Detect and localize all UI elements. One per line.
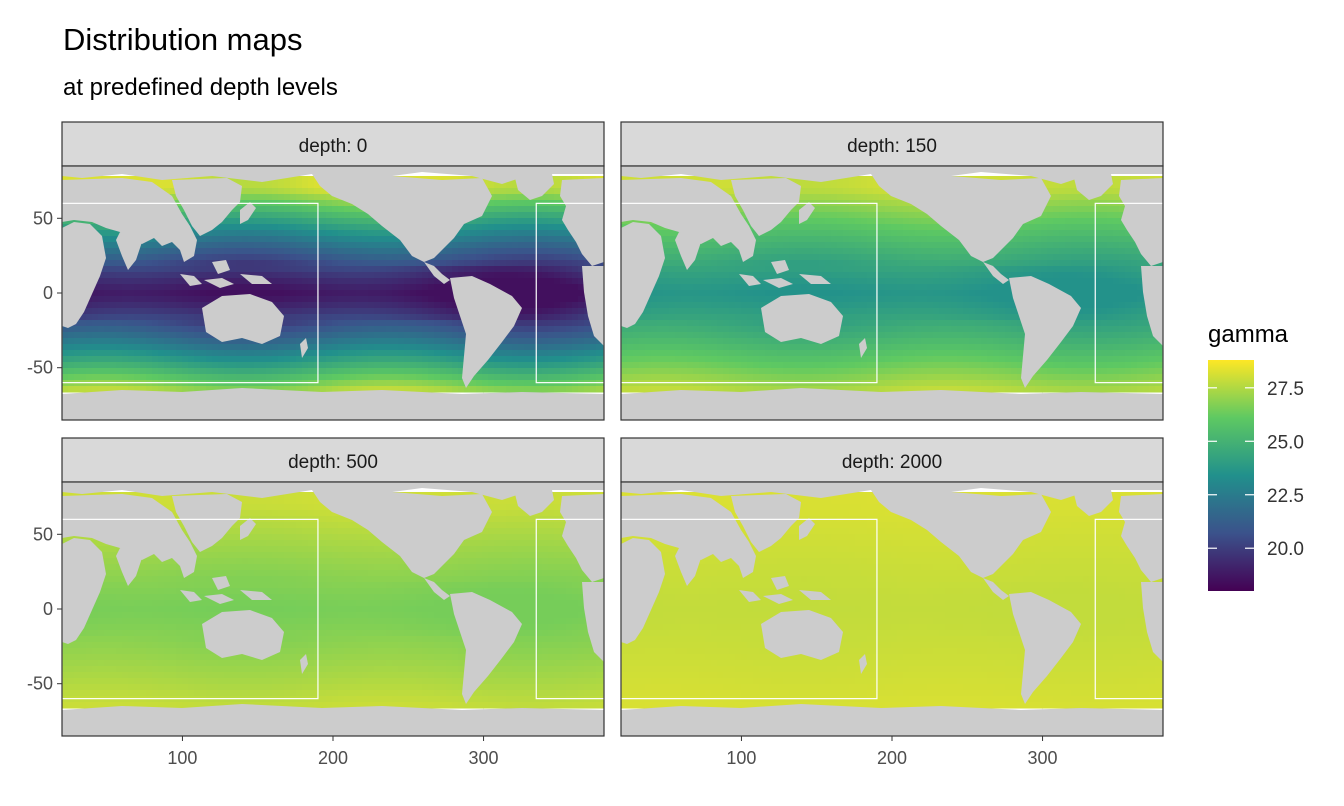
x-tick-label: 200 xyxy=(877,748,907,768)
facet-strip-label: depth: 150 xyxy=(847,136,937,157)
map-panel xyxy=(620,165,1164,421)
legend-tick-label: 22.5 xyxy=(1267,486,1304,507)
legend-tick-label: 25.0 xyxy=(1267,432,1304,453)
map-panel xyxy=(620,481,1164,737)
facet-panel-150: depth: 150 xyxy=(620,121,1164,421)
x-tick-label: 300 xyxy=(1028,748,1058,768)
facet-panel-2000: depth: 2000 100 200 300 xyxy=(620,437,1164,768)
facet-strip xyxy=(61,437,605,483)
facet-strip-label: depth: 0 xyxy=(299,136,368,157)
x-tick-label: 200 xyxy=(318,748,348,768)
facet-strip xyxy=(620,121,1164,167)
x-tick-label: 100 xyxy=(726,748,756,768)
y-tick-label: -50 xyxy=(27,674,53,694)
y-tick-label: 0 xyxy=(43,599,53,619)
facet-strip xyxy=(620,437,1164,483)
legend-tick-label: 20.0 xyxy=(1267,539,1304,560)
y-tick-label: -50 xyxy=(27,358,53,378)
chart-subtitle: at predefined depth levels xyxy=(63,74,338,101)
chart-title: Distribution maps xyxy=(63,22,303,57)
map-panel xyxy=(61,165,605,421)
legend: gamma 27.5 25.0 22.5 20.0 xyxy=(1208,321,1304,591)
legend-title: gamma xyxy=(1208,321,1289,348)
y-tick-label: 50 xyxy=(33,208,53,228)
panel-border xyxy=(620,165,1164,421)
y-tick-label: 50 xyxy=(33,524,53,544)
facet-strip-label: depth: 2000 xyxy=(842,452,942,473)
x-tick-label: 300 xyxy=(469,748,499,768)
y-tick-label: 0 xyxy=(43,283,53,303)
map-panel xyxy=(61,481,605,737)
legend-colorbar xyxy=(1208,360,1254,591)
x-tick-label: 100 xyxy=(167,748,197,768)
facet-strip-label: depth: 500 xyxy=(288,452,378,473)
facet-panel-500: depth: 500 50 0 -50 100 200 300 xyxy=(27,437,605,768)
legend-tick-label: 27.5 xyxy=(1267,379,1304,400)
facet-panel-0: depth: 0 50 0 -50 xyxy=(27,121,605,421)
